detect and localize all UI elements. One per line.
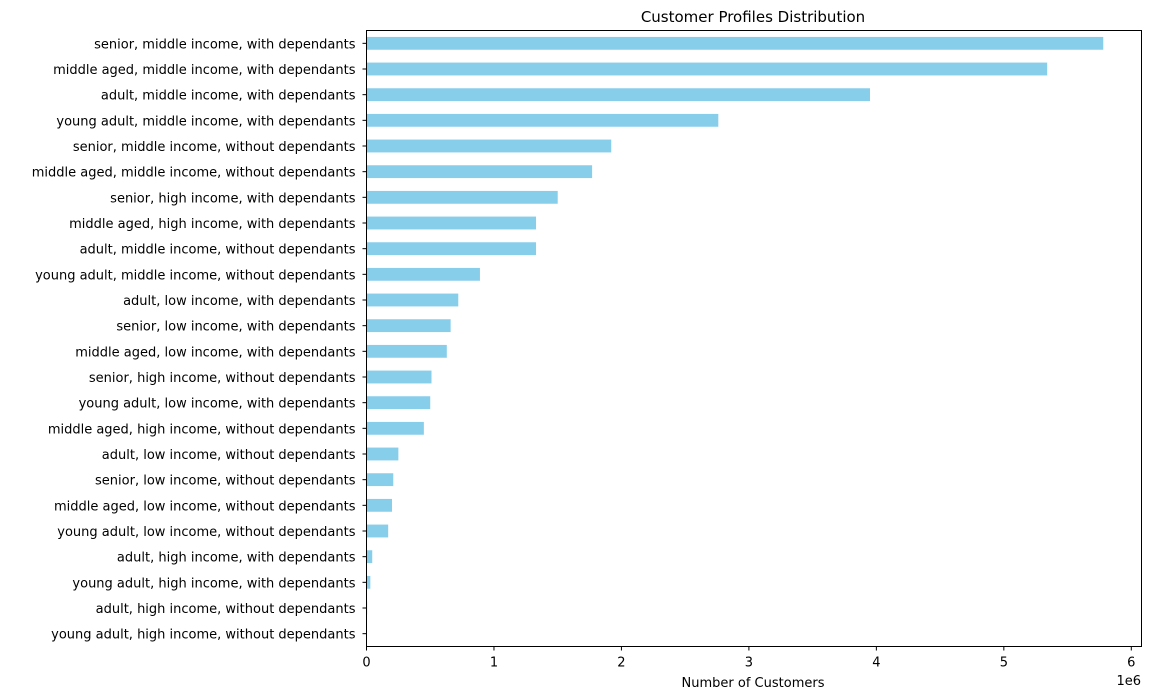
x-tick-label: 1 [490,656,498,671]
bar [366,242,537,256]
bar [366,36,1104,50]
bar [366,447,399,461]
y-tick-label: adult, middle income, without dependants [80,243,356,258]
y-tick-label: middle aged, high income, with dependant… [69,217,356,232]
plot-frame [366,30,1142,647]
x-axis: 0 1 2 3 4 5 6 [362,646,1135,671]
bar [366,344,447,358]
y-tick-label: middle aged, low income, without dependa… [54,499,356,514]
x-axis-label: Number of Customers [682,676,825,691]
x-tick-label: 4 [872,656,880,671]
y-axis: senior, middle income, with dependants mi… [32,37,367,643]
y-tick-label: senior, low income, with dependants [116,320,355,335]
y-tick-label: middle aged, middle income, with dependa… [53,63,356,78]
chart-title: Customer Profiles Distribution [641,8,865,26]
x-tick-label: 3 [745,656,753,671]
bar [366,319,451,333]
bar [366,113,719,127]
x-axis-offset-label: 1e6 [1116,674,1141,689]
y-tick-label: senior, middle income, without dependant… [73,140,356,155]
bar [366,524,389,538]
y-tick-label: middle aged, high income, without depend… [48,422,356,437]
bar [366,575,371,589]
bar [366,216,537,230]
y-tick-label: adult, low income, without dependants [102,448,356,463]
y-tick-label: young adult, middle income, without depe… [35,268,356,283]
y-tick-label: senior, high income, without dependants [89,371,356,386]
bar [366,370,432,384]
y-tick-label: young adult, middle income, with dependa… [56,114,355,129]
x-tick-label: 6 [1127,656,1135,671]
bar [366,267,480,281]
y-tick-label: adult, high income, without dependants [96,602,356,617]
bars-group [366,36,1104,641]
bar [366,550,373,564]
x-tick-label: 2 [617,656,625,671]
bar [366,498,392,512]
y-tick-label: young adult, high income, without depend… [51,628,356,643]
y-tick-label: young adult, low income, without dependa… [57,525,355,540]
bar [366,190,558,204]
y-tick-label: young adult, high income, with dependant… [72,576,355,591]
y-tick-label: senior, low income, without dependants [95,474,356,489]
bar [366,165,593,179]
y-tick-label: young adult, low income, with dependants [79,397,356,412]
y-tick-label: middle aged, low income, with dependants [75,345,355,360]
bar [366,473,394,487]
bar [366,88,870,102]
x-tick-label: 0 [362,656,370,671]
bar [366,139,612,153]
y-tick-label: adult, low income, with dependants [123,294,356,309]
y-tick-label: senior, high income, with dependants [110,191,356,206]
bar [366,421,424,435]
y-tick-label: middle aged, middle income, without depe… [32,166,356,181]
y-tick-label: adult, middle income, with dependants [101,89,356,104]
x-tick-label: 5 [1000,656,1008,671]
bar [366,293,459,307]
y-tick-label: adult, high income, with dependants [117,551,356,566]
y-tick-label: senior, middle income, with dependants [94,37,356,52]
bar [366,62,1048,76]
bar [366,396,431,410]
